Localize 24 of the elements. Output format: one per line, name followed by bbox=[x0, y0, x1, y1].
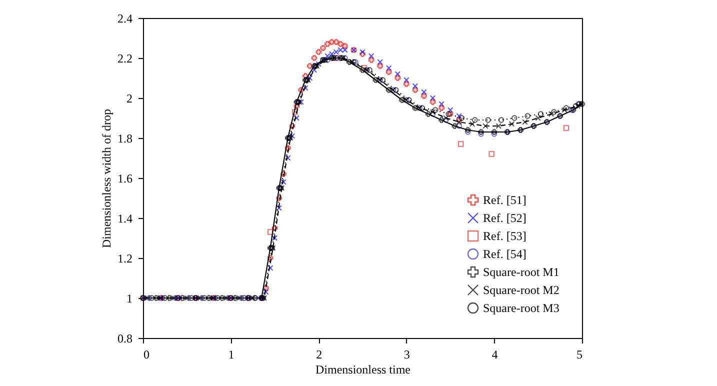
legend-label: Ref. [52] bbox=[483, 211, 526, 225]
y-tick-label: 2 bbox=[126, 92, 132, 106]
y-tick-label: 1.4 bbox=[118, 212, 132, 226]
legend-label: Square-root M1 bbox=[483, 265, 560, 279]
legend-label: Ref. [51] bbox=[483, 193, 526, 207]
legend-label: Square-root M3 bbox=[483, 301, 560, 315]
legend-label: Ref. [54] bbox=[483, 247, 526, 261]
y-tick-label: 0.8 bbox=[118, 332, 132, 346]
y-tick-label: 1 bbox=[126, 292, 132, 306]
x-tick-label: 3 bbox=[404, 348, 410, 362]
x-axis-title: Dimensionless time bbox=[316, 362, 410, 376]
y-axis-title: Dimensionless width of drop bbox=[100, 109, 114, 248]
y-tick-label: 2.4 bbox=[118, 12, 132, 26]
legend-label: Ref. [53] bbox=[483, 229, 526, 243]
y-tick-label: 1.2 bbox=[118, 252, 132, 266]
legend-label: Square-root M2 bbox=[483, 283, 560, 297]
x-tick-label: 5 bbox=[576, 348, 582, 362]
x-tick-label: 1 bbox=[228, 348, 234, 362]
x-tick-label: 4 bbox=[492, 348, 498, 362]
y-tick-label: 2.2 bbox=[118, 52, 132, 66]
x-tick-label: 2 bbox=[316, 348, 322, 362]
y-tick-label: 1.8 bbox=[118, 132, 132, 146]
y-tick-label: 1.6 bbox=[118, 172, 132, 186]
x-tick-label: 0 bbox=[144, 348, 150, 362]
